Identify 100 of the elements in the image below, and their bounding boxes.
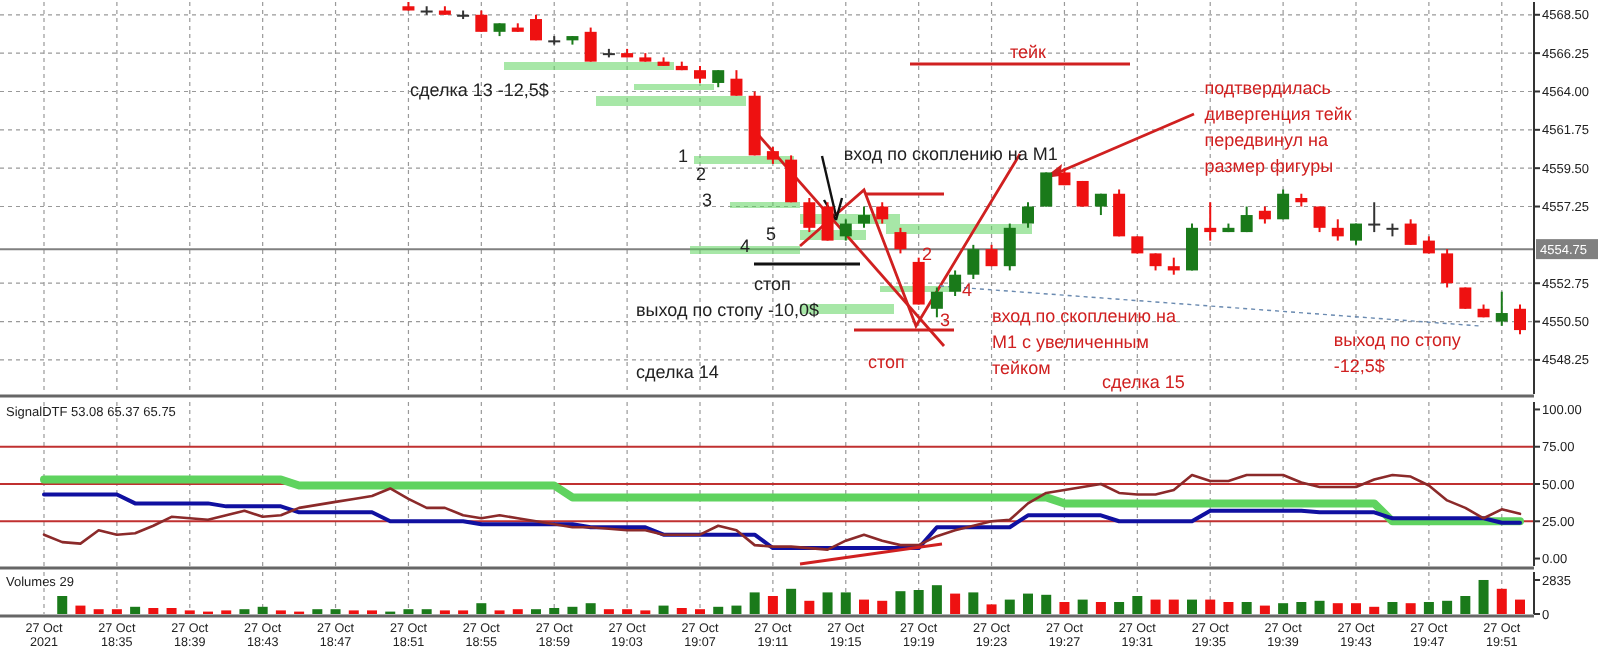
bar <box>1478 579 1489 614</box>
bar <box>950 593 961 614</box>
bar <box>148 608 159 614</box>
annotation: выход по стопу -12,5$ <box>1333 329 1462 376</box>
bar <box>166 608 177 614</box>
candlestick <box>530 13 542 42</box>
annotation: выход по стопу -10,0$ <box>636 300 820 320</box>
bar <box>1332 603 1343 614</box>
bar <box>1351 603 1361 614</box>
bar <box>57 596 68 614</box>
line-series <box>42 473 1522 551</box>
line-series <box>40 475 1524 526</box>
annotation: 1 <box>678 146 689 166</box>
candlestick <box>1441 248 1454 289</box>
bar <box>877 600 888 614</box>
bar <box>1496 588 1507 614</box>
annotation: стоп <box>868 352 906 372</box>
bar <box>840 592 851 614</box>
bar <box>585 603 596 614</box>
candlestick <box>1003 222 1016 272</box>
bar <box>1114 602 1125 614</box>
annotation: 4 <box>740 236 751 256</box>
bar <box>895 591 906 614</box>
bar <box>749 592 760 614</box>
candlestick <box>1495 290 1508 327</box>
candlestick <box>785 154 798 204</box>
annotation: 2 <box>922 244 933 264</box>
bar <box>1205 599 1216 614</box>
bar <box>1168 599 1179 614</box>
bar <box>257 606 268 614</box>
bar <box>767 596 778 614</box>
bar <box>1223 602 1234 614</box>
bar <box>1423 602 1434 614</box>
bar <box>549 608 560 614</box>
candlestick <box>894 226 907 255</box>
bar <box>1259 605 1270 614</box>
candlestick <box>1404 218 1417 246</box>
bar <box>1241 602 1252 614</box>
bar <box>130 606 141 614</box>
bar <box>713 606 724 614</box>
annotation: сделка 13 -12,5$ <box>410 80 549 100</box>
candlestick <box>1277 188 1290 221</box>
candlestick <box>1022 201 1034 229</box>
candlestick <box>839 218 852 242</box>
annotation: 2 <box>696 164 707 184</box>
line-series <box>42 492 1522 551</box>
candlestick <box>475 9 488 33</box>
bar <box>804 600 815 614</box>
bar <box>786 588 797 614</box>
candlestick <box>912 256 925 306</box>
annotation: сделка 15 <box>1102 372 1185 392</box>
candlestick <box>930 286 943 319</box>
bar <box>1278 603 1289 614</box>
annotation: 4 <box>962 280 973 300</box>
candlestick <box>858 205 870 229</box>
annotation: сделка 14 <box>636 362 719 382</box>
candlestick <box>1076 179 1089 208</box>
annotation: вход по скоплению на М1 <box>843 144 1058 165</box>
bar <box>731 605 742 614</box>
bar <box>1387 602 1398 614</box>
bar <box>1077 599 1088 614</box>
bar <box>913 590 924 614</box>
candlestick <box>1240 205 1253 234</box>
bar <box>476 603 487 614</box>
bar <box>931 585 942 614</box>
candlestick <box>584 26 597 63</box>
candlestick <box>1204 201 1217 242</box>
candlestick <box>1368 201 1381 234</box>
bar <box>986 604 997 614</box>
bar <box>968 592 979 614</box>
bar <box>859 599 869 614</box>
candlestick <box>1514 303 1526 336</box>
annotation: 5 <box>766 224 777 244</box>
bar <box>1059 602 1070 614</box>
bar <box>1296 602 1307 614</box>
bar <box>1369 606 1380 614</box>
candlestick <box>1040 171 1053 208</box>
bar <box>567 606 578 614</box>
bar <box>676 608 687 614</box>
bar <box>1095 602 1106 614</box>
annotation: 3 <box>702 190 713 210</box>
candlestick <box>876 201 889 225</box>
annotation: стоп <box>754 274 792 294</box>
bar <box>658 605 669 614</box>
bar <box>1314 600 1325 614</box>
candlestick <box>1186 222 1198 272</box>
bar <box>1460 596 1471 614</box>
annotation: подтвердилась дивергенция тейк передвинул на размер фигуры <box>1204 78 1352 177</box>
bar <box>75 605 86 614</box>
candlestick <box>967 243 980 280</box>
candlestick <box>1313 205 1326 234</box>
candlestick <box>1331 218 1344 242</box>
bar <box>1004 599 1015 614</box>
bar <box>1023 593 1033 614</box>
bar <box>1405 603 1416 614</box>
candlestick <box>1459 286 1472 310</box>
candlestick <box>803 197 816 234</box>
bar <box>1442 600 1453 614</box>
bar <box>1187 599 1197 614</box>
candlestick <box>730 69 743 97</box>
